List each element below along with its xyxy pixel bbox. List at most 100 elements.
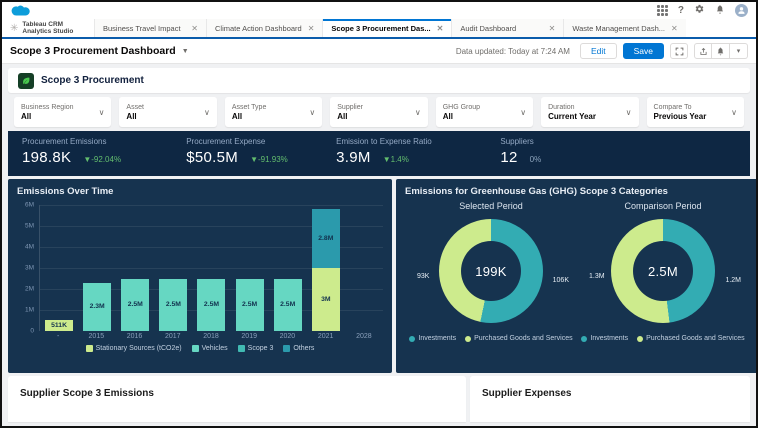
analytics-studio-home[interactable]: ✳ Tableau CRM Analytics Studio <box>2 19 94 37</box>
dashboard-header-card: Scope 3 Procurement <box>8 68 750 93</box>
filter-ghg-group[interactable]: GHG Group All ∨ <box>435 97 534 127</box>
filter-business-region[interactable]: Business Region All ∨ <box>14 97 112 127</box>
tab-business-travel-impact[interactable]: Business Travel Impact ✕ <box>94 19 206 37</box>
legend-dot <box>581 335 588 342</box>
tab-waste-management-dash-[interactable]: Waste Management Dash... ✕ <box>563 19 686 37</box>
donut-chart[interactable]: 199K 93K 106K <box>417 219 569 323</box>
supplier-expenses-title: Supplier Expenses <box>482 388 572 399</box>
legend-item[interactable]: Purchased Goods and Services <box>637 335 745 342</box>
x-tick-label: 2028 <box>356 333 372 340</box>
filter-asset[interactable]: Asset All ∨ <box>119 97 217 127</box>
analytics-studio-icon: ✳ <box>10 22 19 34</box>
tab-close-icon[interactable]: ✕ <box>671 23 678 33</box>
x-tick-label: 2019 <box>241 333 257 340</box>
edit-button[interactable]: Edit <box>579 43 617 59</box>
kpi-label: Procurement Expense <box>186 137 266 146</box>
emissions-over-time-panel: Emissions Over Time 6M 5M 4M 3M 2M 1M 0 511K 2.… <box>8 179 392 373</box>
kpi-value: 12 <box>500 149 518 166</box>
bar--[interactable]: 511K <box>40 320 78 331</box>
dashboard-toolbar: Scope 3 Procurement Dashboard ▼ Data upd… <box>2 39 756 64</box>
bar-2020[interactable]: 2.5M <box>269 278 307 331</box>
legend-item[interactable]: Vehicles <box>191 345 228 352</box>
kpi-procurement-emissions: Procurement Emissions 198.8K ▼-92.04% <box>22 137 186 169</box>
bar-2016[interactable]: 2.5M <box>116 278 154 331</box>
filter-value: Previous Year <box>653 111 707 121</box>
legend-label: Investments <box>418 335 457 342</box>
filter-text: Business Region All <box>21 104 74 121</box>
tab-audit-dashboard[interactable]: Audit Dashboard ✕ <box>451 19 564 37</box>
bar-2021[interactable]: 3M 2.8M <box>307 209 345 331</box>
save-button[interactable]: Save <box>622 43 664 59</box>
tab-label: Audit Dashboard <box>460 23 517 33</box>
tabs-container: Business Travel Impact ✕ Climate Action Da… <box>94 19 686 37</box>
x-axis: - 2015 2016 2017 2018 2019 2020 2021 2028 <box>39 331 383 340</box>
bar-segment: 2.8M <box>311 209 340 268</box>
legend-item[interactable]: Scope 3 <box>237 345 273 352</box>
filter-label: Supplier <box>337 103 363 111</box>
kpi-label: Emission to Expense Ratio <box>336 137 432 146</box>
share-button[interactable] <box>694 43 712 59</box>
kpi-value-row: $50.5M ▼-91.93% <box>186 149 336 166</box>
tab-close-icon[interactable]: ✕ <box>191 23 198 33</box>
filter-duration[interactable]: Duration Current Year ∨ <box>541 97 639 127</box>
filter-label: Duration <box>548 103 575 111</box>
bottom-row: Supplier Scope 3 Emissions Supplier Expe… <box>8 376 750 422</box>
donut-comparison-period: Comparison Period 2.5M 1.3M 1.2M Investments… <box>577 199 749 342</box>
filter-text: Compare To Previous Year <box>654 104 707 121</box>
chevron-down-icon: ∨ <box>203 107 210 117</box>
supplier-expenses-card: Supplier Expenses <box>470 376 750 422</box>
tab-close-icon[interactable]: ✕ <box>548 23 556 33</box>
section-title: Scope 3 Procurement <box>41 75 144 86</box>
donut-center: 199K <box>461 241 521 301</box>
notifications-bell-icon[interactable] <box>715 2 725 20</box>
bar-segment: 2.3M <box>83 282 112 331</box>
legend-item[interactable]: Stationary Sources (tCO2e) <box>85 345 182 352</box>
tab-climate-action-dashboard[interactable]: Climate Action Dashboard ✕ <box>206 19 323 37</box>
supplier-scope3-emissions-card: Supplier Scope 3 Emissions <box>8 376 466 422</box>
kpi-procurement-expense: Procurement Expense $50.5M ▼-91.93% <box>186 137 336 169</box>
kpi-suppliers: Suppliers 12 0% <box>500 137 736 169</box>
bar-2015[interactable]: 2.3M <box>78 282 116 331</box>
tab-scope-3-procurement-das-[interactable]: Scope 3 Procurement Das... ✕ <box>322 19 452 37</box>
filter-supplier[interactable]: Supplier All ∨ <box>330 97 428 127</box>
subscribe-bell-button[interactable] <box>712 43 730 59</box>
bar-2018[interactable]: 2.5M <box>192 278 230 331</box>
filter-asset-type[interactable]: Asset Type All ∨ <box>224 97 323 127</box>
tab-close-icon[interactable]: ✕ <box>307 23 315 33</box>
tab-close-icon[interactable]: ✕ <box>436 23 444 33</box>
leaf-icon <box>18 72 34 89</box>
filter-text: Asset All <box>126 104 144 121</box>
legend-item[interactable]: Others <box>283 345 314 352</box>
legend-item[interactable]: Purchased Goods and Services <box>465 335 573 342</box>
ghg-categories-panel: Emissions for Greenhouse Gas (GHG) Scope… <box>396 179 756 373</box>
filter-compare-to[interactable]: Compare To Previous Year ∨ <box>646 97 744 127</box>
y-tick: 4M <box>24 243 34 251</box>
app-launcher-icon[interactable] <box>656 5 668 16</box>
fullscreen-button[interactable] <box>670 43 688 59</box>
legend-swatch <box>85 345 93 352</box>
kpi-label: Suppliers <box>500 137 534 146</box>
donut-chart[interactable]: 2.5M 1.3M 1.2M <box>589 219 741 323</box>
title-caret-icon[interactable]: ▼ <box>181 47 189 55</box>
setup-gear-icon[interactable] <box>694 2 705 20</box>
donut-center-value: 199K <box>475 263 507 279</box>
x-tick-label: 2015 <box>88 333 105 340</box>
user-avatar[interactable] <box>735 4 748 17</box>
chevron-down-icon: ∨ <box>414 107 421 117</box>
bar-chart-plot[interactable]: 511K 2.3M 2.5M 2.5M 2.5M 2.5M 2.5M 3M 2.8M <box>39 205 383 331</box>
chevron-down-icon: ∨ <box>625 107 632 117</box>
filter-label: Compare To <box>653 103 692 111</box>
bar-2019[interactable]: 2.5M <box>231 278 269 331</box>
legend-item[interactable]: Investments <box>581 335 628 342</box>
donut-legend: Investments Purchased Goods and Services <box>409 335 573 342</box>
slice-value-right: 106K <box>552 277 569 285</box>
more-actions-button[interactable]: ▾ <box>730 43 748 59</box>
kpi-value: 3.9M <box>336 149 371 166</box>
bar-2017[interactable]: 2.5M <box>154 278 192 331</box>
legend-item[interactable]: Investments <box>409 335 456 342</box>
dashboard-title: Scope 3 Procurement Dashboard <box>10 45 176 57</box>
slice-value-left: 1.3M <box>589 273 605 281</box>
help-icon[interactable]: ? <box>677 5 684 16</box>
chevron-down-icon: ∨ <box>731 107 737 117</box>
filters-row: Business Region All ∨ Asset All ∨ Asset Type Al… <box>8 96 750 128</box>
